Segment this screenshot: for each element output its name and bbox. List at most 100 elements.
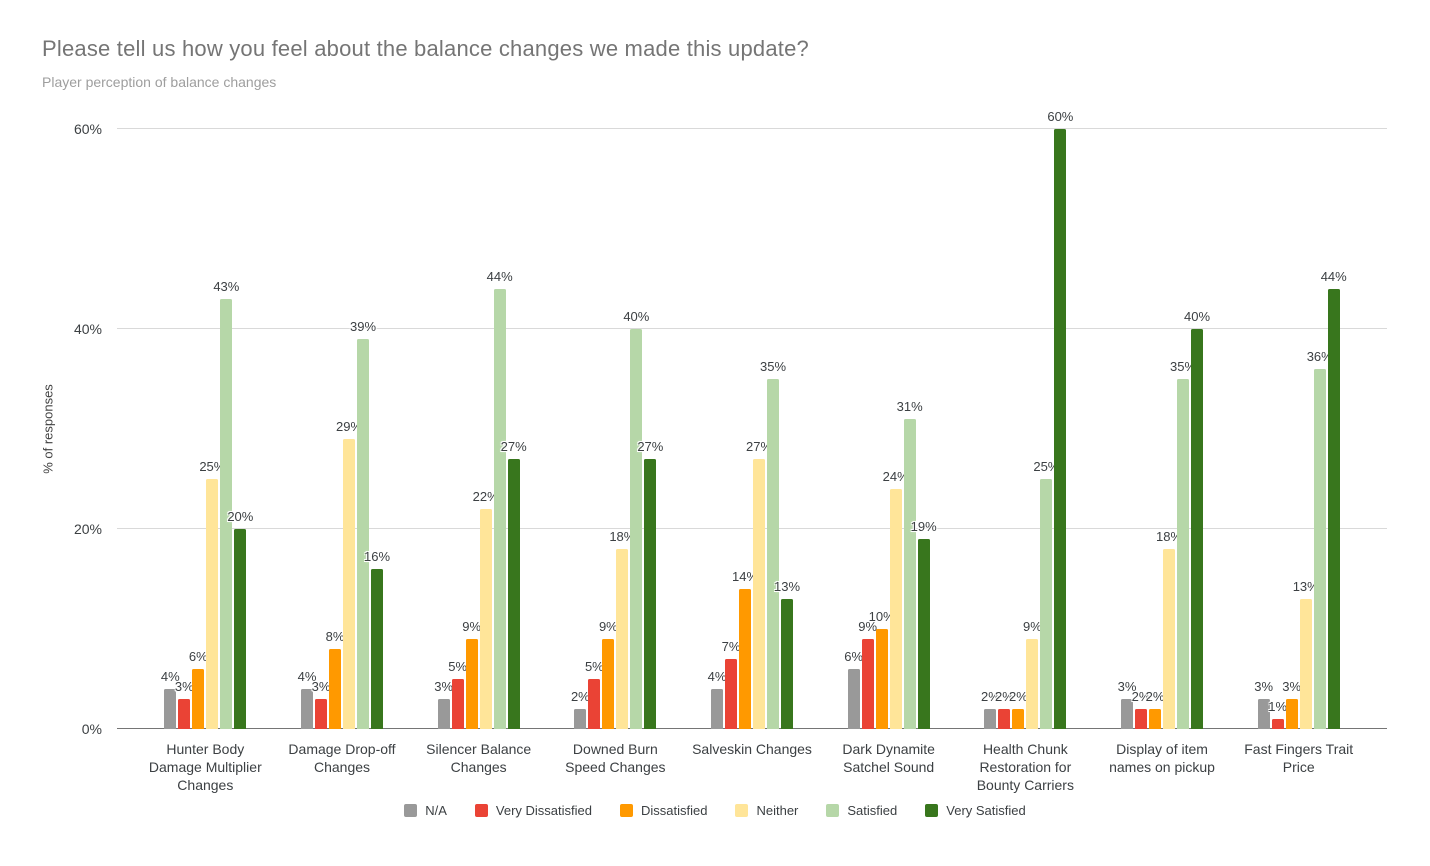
y-tick-label-60: 60% [73,121,102,137]
bar-neither-salveskin-changes[interactable]: 27% [746,439,772,729]
bar-dissatisfied-damage-drop-off-changes[interactable]: 8% [326,629,344,729]
bar-group-fast-fingers-trait-price: 3% 1% 3% 13% 36% 44% Fast Fingers Trait Price [1230,129,1367,775]
legend-item-satisfied[interactable]: Satisfied [826,803,897,818]
bar-group-silencer-balance-changes: 3% 5% 9% 22% 44% 27% Silencer Balance Changes [410,129,547,775]
bar-satisfied-downed-burn-speed-changes[interactable]: 40% [623,309,649,729]
gridline-40 [117,328,1387,329]
gridline-60 [117,128,1387,129]
bar-satisfied-fast-fingers-trait-price[interactable]: 36% [1307,349,1333,729]
bar-very-satisfied-damage-drop-off-changes[interactable]: 16% [364,549,390,729]
bar-n-a-silencer-balance-changes[interactable]: 3% [434,679,453,729]
bar-value-label: 9% [858,619,878,634]
bar-neither-hunter-body-damage-multiplier-changes[interactable]: 25% [199,459,225,729]
x-axis-line [117,728,1387,729]
category-label-fast-fingers-trait-price: Fast Fingers Trait Price [1244,741,1354,775]
bar-value-label: 3% [1117,679,1137,694]
bar-value-label: 9% [598,619,618,634]
bar-value-label: 43% [213,279,240,294]
bar-value-label: 1% [1268,699,1288,714]
bar-value-label: 40% [1184,309,1211,324]
bar-dissatisfied-salveskin-changes[interactable]: 14% [732,569,758,729]
bar-dissatisfied-dark-dynamite-satchel-sound[interactable]: 10% [869,609,895,729]
bar-very-satisfied-display-of-item-names-on-pickup[interactable]: 40% [1184,309,1210,729]
bar-neither-fast-fingers-trait-price[interactable]: 13% [1293,579,1319,729]
legend-swatch-icon [925,804,939,817]
bar-very-dissatisfied-downed-burn-speed-changes[interactable]: 5% [585,659,604,729]
bar-neither-silencer-balance-changes[interactable]: 22% [473,489,499,729]
bar-very-satisfied-silencer-balance-changes[interactable]: 27% [501,439,527,729]
bar-very-dissatisfied-salveskin-changes[interactable]: 7% [722,639,740,729]
legend-label: Very Satisfied [946,803,1026,818]
legend-swatch-icon [620,804,633,817]
bar-value-label: 7% [721,639,741,654]
bar-dissatisfied-fast-fingers-trait-price[interactable]: 3% [1282,679,1301,729]
bar-very-dissatisfied-display-of-item-names-on-pickup[interactable]: 2% [1132,689,1150,729]
bar-satisfied-damage-drop-off-changes[interactable]: 39% [350,319,376,729]
bar-n-a-damage-drop-off-changes[interactable]: 4% [298,669,316,729]
bar-very-dissatisfied-hunter-body-damage-multiplier-changes[interactable]: 3% [175,679,194,729]
bar-n-a-downed-burn-speed-changes[interactable]: 2% [571,689,590,729]
bar-value-label: 6% [844,649,864,664]
bar-group-display-of-item-names-on-pickup: 3% 2% 2% 18% 35% 40% Display of item names on … [1094,129,1231,775]
bar-neither-display-of-item-names-on-pickup[interactable]: 18% [1156,529,1182,729]
bar-n-a-fast-fingers-trait-price[interactable]: 3% [1254,679,1273,729]
bar-value-label: 3% [174,679,194,694]
legend-item-n-a[interactable]: N/A [404,803,447,818]
bar-n-a-health-chunk-restoration-for-bounty-carriers[interactable]: 2% [981,689,1000,729]
bar-n-a-display-of-item-names-on-pickup[interactable]: 3% [1118,679,1136,729]
bar-very-satisfied-hunter-body-damage-multiplier-changes[interactable]: 20% [227,509,253,729]
bar-dissatisfied-health-chunk-restoration-for-bounty-carriers[interactable]: 2% [1009,689,1028,729]
legend-item-very-satisfied[interactable]: Very Satisfied [925,803,1026,818]
legend-label: Satisfied [847,803,898,818]
legend-label: Dissatisfied [641,803,708,818]
bar-group-salveskin-changes: 4% 7% 14% 27% 35% 13% Salveskin Changes [684,129,821,757]
bar-dissatisfied-downed-burn-speed-changes[interactable]: 9% [599,619,618,729]
bar-satisfied-display-of-item-names-on-pickup[interactable]: 35% [1170,359,1196,729]
bar-very-satisfied-fast-fingers-trait-price[interactable]: 44% [1321,269,1347,729]
bar-neither-downed-burn-speed-changes[interactable]: 18% [609,529,635,729]
bar-satisfied-salveskin-changes[interactable]: 35% [760,359,786,729]
legend-item-neither[interactable]: Neither [735,803,798,818]
bar-very-dissatisfied-health-chunk-restoration-for-bounty-carriers[interactable]: 2% [995,689,1014,729]
bar-very-satisfied-downed-burn-speed-changes[interactable]: 27% [637,439,663,729]
bar-neither-health-chunk-restoration-for-bounty-carriers[interactable]: 9% [1023,619,1042,729]
bar-group-downed-burn-speed-changes: 2% 5% 9% 18% 40% 27% Downed Burn Speed Changes [547,129,684,775]
bar-very-satisfied-health-chunk-restoration-for-bounty-carriers[interactable]: 60% [1047,109,1073,729]
bar-value-label: 35% [760,359,787,374]
bar-value-label: 2% [994,689,1014,704]
bar-satisfied-dark-dynamite-satchel-sound[interactable]: 31% [897,399,923,729]
bar-value-label: 8% [325,629,345,644]
bar-satisfied-silencer-balance-changes[interactable]: 44% [487,269,513,729]
bar-value-label: 2% [1145,689,1165,704]
bar-group-damage-drop-off-changes: 4% 3% 8% 29% 39% 16% Damage Drop-off Changes [274,129,411,775]
bar-value-label: 31% [896,399,923,414]
bar-neither-dark-dynamite-satchel-sound[interactable]: 24% [883,469,909,729]
bar-n-a-hunter-body-damage-multiplier-changes[interactable]: 4% [161,669,180,729]
bar-satisfied-health-chunk-restoration-for-bounty-carriers[interactable]: 25% [1033,459,1059,729]
bar-n-a-dark-dynamite-satchel-sound[interactable]: 6% [844,649,863,729]
bar-dissatisfied-silencer-balance-changes[interactable]: 9% [462,619,481,729]
legend-swatch-icon [826,804,840,817]
legend-label: Neither [756,803,799,818]
category-label-hunter-body-damage-multiplier-changes: Hunter Body Damage Multiplier Changes [148,741,262,793]
bar-very-satisfied-dark-dynamite-satchel-sound[interactable]: 19% [911,519,937,729]
bar-dissatisfied-hunter-body-damage-multiplier-changes[interactable]: 6% [189,649,208,729]
category-label-display-of-item-names-on-pickup: Display of item names on pickup [1109,741,1215,775]
legend-item-very-dissatisfied[interactable]: Very Dissatisfied [474,803,592,818]
legend-item-dissatisfied[interactable]: Dissatisfied [620,803,707,818]
bar-satisfied-hunter-body-damage-multiplier-changes[interactable]: 43% [213,279,239,729]
legend-swatch-icon [735,804,749,817]
bar-very-dissatisfied-fast-fingers-trait-price[interactable]: 1% [1268,699,1287,729]
y-tick-label-40: 40% [73,321,102,337]
bar-very-dissatisfied-damage-drop-off-changes[interactable]: 3% [312,679,330,729]
bar-dissatisfied-display-of-item-names-on-pickup[interactable]: 2% [1146,689,1164,729]
bar-very-satisfied-salveskin-changes[interactable]: 13% [774,579,800,729]
legend-swatch-icon [474,804,488,817]
bar-group-hunter-body-damage-multiplier-changes: 4% 3% 6% 25% 43% 20% Hunter Body Damage Multip… [137,129,274,793]
bar-neither-damage-drop-off-changes[interactable]: 29% [336,419,362,729]
bar-very-dissatisfied-dark-dynamite-satchel-sound[interactable]: 9% [858,619,877,729]
bar-value-label: 4% [160,669,180,684]
bar-very-dissatisfied-silencer-balance-changes[interactable]: 5% [448,659,467,729]
bar-n-a-salveskin-changes[interactable]: 4% [708,669,726,729]
